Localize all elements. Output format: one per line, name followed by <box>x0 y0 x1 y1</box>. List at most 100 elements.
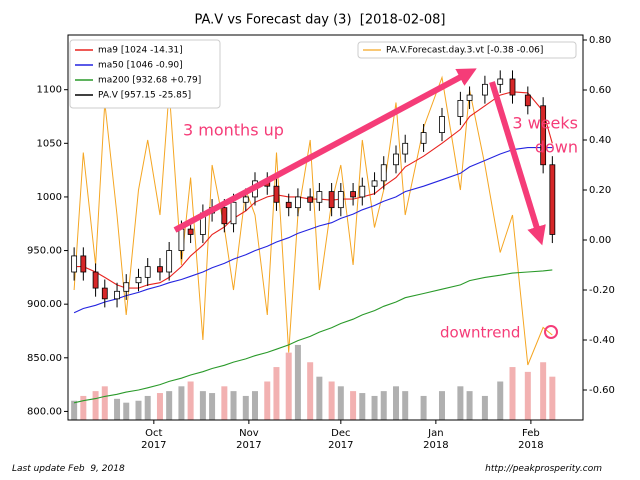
x-tick-label: Jan 2018 <box>423 428 449 451</box>
footer-right: http://peakprosperity.com <box>485 464 602 474</box>
volume-bar <box>524 371 531 420</box>
y2-tick-label: 0.00 <box>589 235 611 246</box>
candle-body <box>359 185 366 198</box>
legend-box <box>69 39 221 109</box>
volume-bar <box>199 391 206 420</box>
candle-body <box>457 100 464 117</box>
candle-body <box>230 201 237 225</box>
candle-body <box>439 116 445 133</box>
candle-body <box>187 228 194 235</box>
volume-bar <box>359 393 366 420</box>
annotation: 3 months up <box>183 121 284 140</box>
candle-body <box>549 164 556 235</box>
legend-label: PA.V.Forecast.day.3.vt [-0.38 -0.06] <box>386 46 543 56</box>
volume-bar <box>481 395 488 420</box>
volume-bar <box>337 386 344 420</box>
volume-bar <box>466 391 473 420</box>
volume-bar <box>80 395 87 420</box>
volume-bar <box>221 386 228 420</box>
candle-body <box>380 164 387 182</box>
candle-body <box>509 78 516 96</box>
volume-bar <box>457 386 464 420</box>
volume-bar <box>209 393 216 420</box>
volume-bar <box>123 402 130 420</box>
y-tick-label: 800.00 <box>27 406 62 417</box>
candle-body <box>123 282 130 292</box>
volume-bar <box>178 386 185 420</box>
y-tick-label: 1050 <box>37 138 62 149</box>
candle-body <box>101 287 108 300</box>
candle-body <box>80 255 87 273</box>
volume-bar <box>350 391 357 420</box>
x-tick-label: Feb 2018 <box>518 428 544 451</box>
volume-bar <box>393 386 400 420</box>
volume-bar <box>328 381 335 420</box>
y2-tick-label: -0.60 <box>589 385 615 396</box>
volume-bar <box>242 395 249 420</box>
candle-body <box>466 94 473 101</box>
volume-bar <box>294 344 301 420</box>
volume-bar <box>264 381 271 420</box>
line-series <box>73 269 553 404</box>
candle-body <box>178 228 185 251</box>
y2-tick-label: -0.40 <box>589 335 615 346</box>
y-tick-label: 1000 <box>37 192 62 203</box>
x-tick-label: Nov 2017 <box>236 428 262 451</box>
candle-body <box>166 250 173 273</box>
volume-bar <box>509 367 516 420</box>
volume-bar <box>135 400 142 420</box>
volume-bar <box>497 381 504 420</box>
arrow-down <box>489 81 546 246</box>
volume-bar <box>316 376 323 420</box>
annotation-circle <box>544 325 558 339</box>
chart-title: PA.V vs Forecast day (3) [2018-02-08] <box>195 13 446 28</box>
legend-label: ma50 [1046 -0.90] <box>98 61 183 71</box>
plot-frame <box>67 34 584 421</box>
volume-bar <box>156 393 163 420</box>
volume-bar <box>380 391 387 420</box>
volume-bar <box>251 391 258 420</box>
candle-body <box>114 290 120 300</box>
candle-body <box>420 132 427 144</box>
y2-tick-label: 0.40 <box>589 135 611 146</box>
candle-body <box>157 266 163 273</box>
y-tick-label: 850.00 <box>27 353 62 364</box>
annotation: 3 weeks <box>512 114 578 133</box>
volume-bar <box>144 395 151 420</box>
legend-box <box>357 41 577 59</box>
candle-body <box>393 153 399 166</box>
volume-bar <box>549 376 556 420</box>
candle-body <box>540 105 547 166</box>
candle-body <box>307 196 314 203</box>
y2-tick-label: 0.20 <box>589 185 611 196</box>
line-series <box>73 75 553 366</box>
candle-body <box>328 191 335 209</box>
y-tick-label: 950.00 <box>27 246 62 257</box>
x-tick-label: Dec 2017 <box>328 428 354 451</box>
y-tick-label: 900.00 <box>27 299 62 310</box>
volume-bar <box>438 391 445 420</box>
candle-body <box>402 142 409 155</box>
arrow-up <box>173 68 477 233</box>
candle-body <box>221 207 228 225</box>
candle-body <box>273 185 280 203</box>
annotation: downtrend <box>440 324 520 342</box>
volume-bar <box>273 367 280 420</box>
candle-body <box>350 191 356 198</box>
line-series <box>73 147 553 314</box>
candle-body <box>316 191 323 203</box>
volume-bar <box>307 362 314 420</box>
candle-body <box>144 266 151 278</box>
footer-left: Last update Feb 9, 2018 <box>12 464 125 474</box>
y2-tick-label: 0.80 <box>589 35 611 46</box>
volume-bar <box>420 395 427 420</box>
candle-body <box>482 83 488 96</box>
y2-tick-label: 0.60 <box>589 85 611 96</box>
volume-bar <box>540 362 547 420</box>
volume-bar <box>230 391 237 420</box>
volume-bar <box>92 391 99 420</box>
y2-tick-label: -0.20 <box>589 285 615 296</box>
volume-bar <box>166 391 173 420</box>
